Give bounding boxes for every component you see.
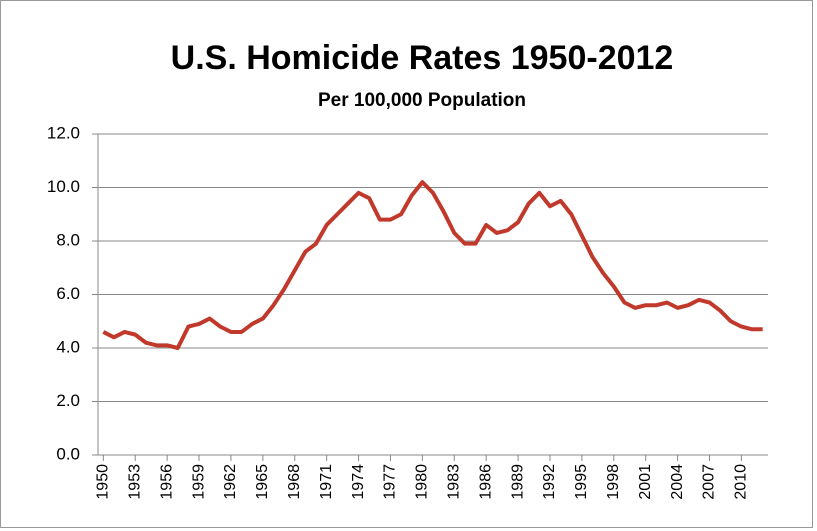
y-tick-label: 0.0 bbox=[56, 444, 80, 463]
x-tick-label: 1998 bbox=[605, 464, 622, 500]
x-tick-label: 1989 bbox=[509, 464, 526, 500]
x-tick-label: 1956 bbox=[158, 464, 175, 500]
x-tick-label: 2004 bbox=[669, 464, 686, 500]
y-tick-label: 8.0 bbox=[56, 230, 80, 249]
x-tick-label: 1974 bbox=[350, 464, 367, 500]
y-tick-label: 4.0 bbox=[56, 337, 80, 356]
x-tick-label: 1983 bbox=[445, 464, 462, 500]
x-tick-label: 1950 bbox=[95, 464, 112, 500]
x-tick-label: 1977 bbox=[382, 464, 399, 500]
line bbox=[102, 180, 763, 350]
y-tick-label: 2.0 bbox=[56, 391, 80, 410]
x-tick-label: 1980 bbox=[414, 464, 431, 500]
x-tick-label: 2007 bbox=[701, 464, 718, 500]
x-tick-label: 1965 bbox=[254, 464, 271, 500]
x-tick-label: 1986 bbox=[477, 464, 494, 500]
x-tick-label: 1995 bbox=[573, 464, 590, 500]
x-tick-label: 2010 bbox=[733, 464, 750, 500]
x-tick-label: 1959 bbox=[190, 464, 207, 500]
y-tick-label: 6.0 bbox=[56, 284, 80, 303]
x-tick-label: 1953 bbox=[126, 464, 143, 500]
x-tick-label: 1992 bbox=[541, 464, 558, 500]
chart-title: U.S. Homicide Rates 1950-2012 bbox=[171, 39, 674, 77]
chart-subtitle: Per 100,000 Population bbox=[318, 90, 526, 111]
y-tick-label: 12.0 bbox=[47, 123, 80, 142]
x-tick-label: 1971 bbox=[318, 464, 335, 500]
x-tick-label: 1962 bbox=[222, 464, 239, 500]
y-tick-label: 10.0 bbox=[47, 177, 80, 196]
x-tick-label: 2001 bbox=[637, 464, 654, 500]
x-tick-label: 1968 bbox=[286, 464, 303, 500]
